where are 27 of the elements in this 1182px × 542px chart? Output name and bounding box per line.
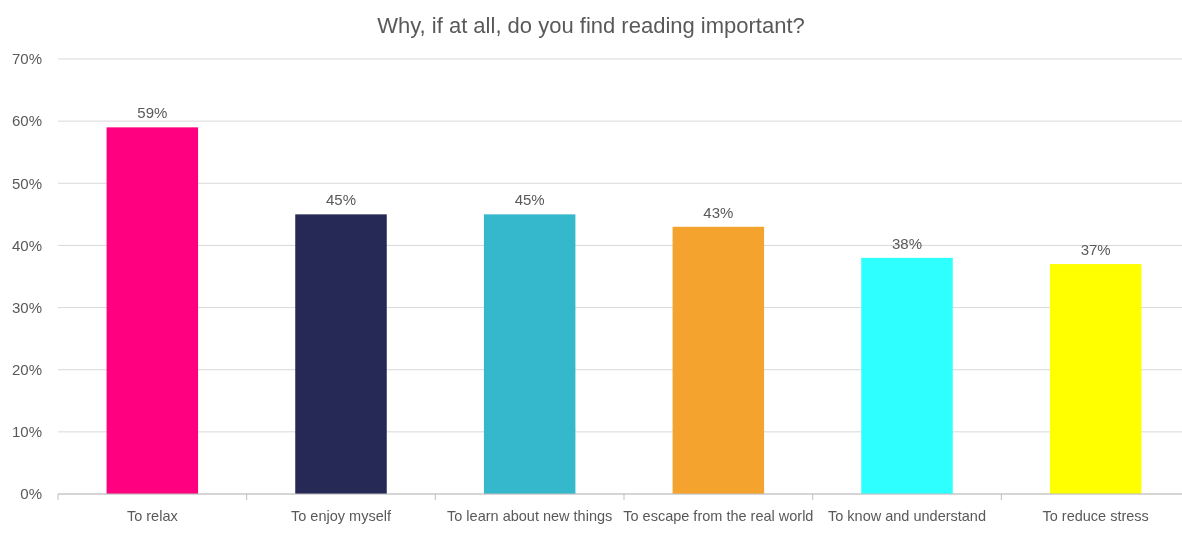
data-label: 59% [137,104,168,122]
y-tick-label: 70% [11,50,42,68]
x-tick-label: To enjoy myself [291,508,392,524]
bar [861,257,953,494]
bar [672,226,765,494]
data-label: 45% [325,191,357,209]
bar [295,214,387,494]
y-tick-label: 0% [20,485,42,503]
data-label: 37% [1080,241,1111,259]
y-tick-label: 10% [11,423,42,441]
bar [106,127,199,494]
chart-title: Why, if at all, do you find reading important? [377,13,805,38]
x-tick-label: To escape from the real world [623,508,814,524]
y-tick-label: 30% [11,298,42,316]
data-label: 43% [703,203,734,221]
data-label: 38% [891,234,923,252]
y-tick-label: 60% [11,112,42,130]
y-tick-label: 50% [11,174,42,192]
x-tick-label: To know and understand [828,508,986,524]
bar [483,214,576,494]
x-tick-label: To learn about new things [447,508,613,524]
data-label: 45% [514,191,545,209]
bar [1049,264,1142,494]
y-tick-label: 20% [11,361,42,379]
x-tick-label: To reduce stress [1042,508,1149,524]
y-tick-label: 40% [11,236,42,254]
x-tick-label: To relax [126,508,179,524]
